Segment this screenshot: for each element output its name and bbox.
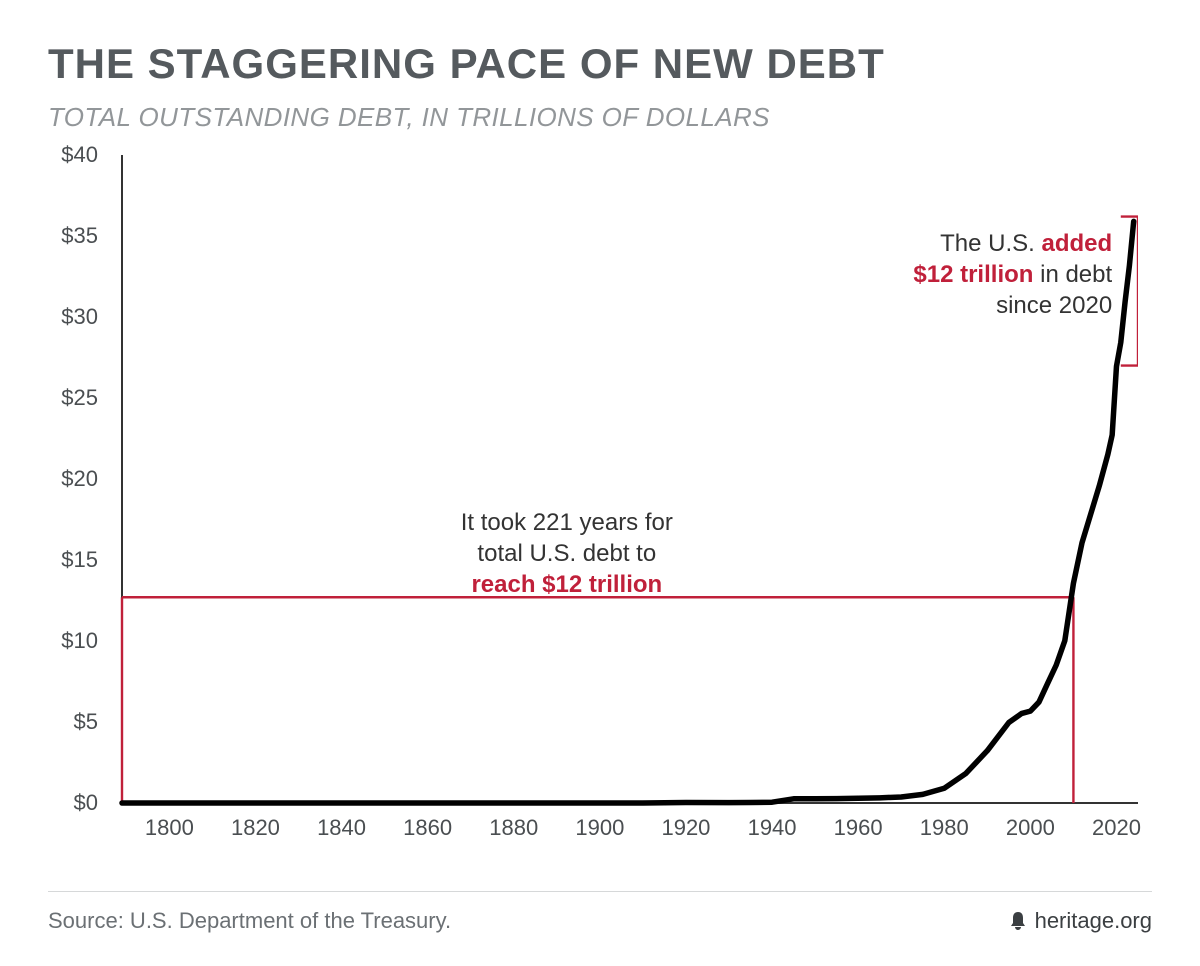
x-axis-tick-label: 1820 (231, 815, 280, 841)
annotation-text-highlight: added (1041, 230, 1112, 257)
x-axis-tick-label: 1920 (661, 815, 710, 841)
bell-icon (1009, 911, 1027, 931)
y-axis-tick-label: $20 (48, 466, 98, 492)
footer-rule (48, 891, 1152, 892)
y-axis-tick-label: $10 (48, 628, 98, 654)
annotation-text-highlight: $12 trillion (913, 261, 1033, 288)
chart-container: THE STAGGERING PACE OF NEW DEBT TOTAL OU… (0, 0, 1200, 966)
y-axis-tick-label: $40 (48, 142, 98, 168)
x-axis-tick-label: 1840 (317, 815, 366, 841)
x-axis-tick-label: 2000 (1006, 815, 1055, 841)
y-axis-tick-label: $30 (48, 304, 98, 330)
x-axis-tick-label: 1880 (489, 815, 538, 841)
brand: heritage.org (1009, 908, 1152, 934)
annotation-text: in debt (1033, 261, 1112, 288)
y-axis-tick-label: $35 (48, 223, 98, 249)
y-axis-tick-label: $0 (48, 790, 98, 816)
annotation-text: since 2020 (996, 292, 1112, 319)
annotation-text: The U.S. (940, 230, 1041, 257)
y-axis-tick-label: $15 (48, 547, 98, 573)
y-axis-tick-label: $25 (48, 385, 98, 411)
x-axis-tick-label: 1900 (575, 815, 624, 841)
x-axis-tick-label: 1860 (403, 815, 452, 841)
x-axis-tick-label: 1980 (920, 815, 969, 841)
annotation-since-2020: The U.S. added $12 trillion in debt sinc… (852, 228, 1112, 322)
x-axis-tick-label: 1960 (834, 815, 883, 841)
annotation-221-years: It took 221 years for total U.S. debt to… (417, 507, 717, 601)
annotation-text: It took 221 years for (461, 509, 673, 536)
chart-subtitle: TOTAL OUTSTANDING DEBT, IN TRILLIONS OF … (48, 102, 1152, 133)
annotation-text-highlight: reach $12 trillion (471, 571, 662, 598)
x-axis-tick-label: 1800 (145, 815, 194, 841)
annotation-text: total U.S. debt to (477, 540, 656, 567)
brand-label: heritage.org (1035, 908, 1152, 934)
chart-title: THE STAGGERING PACE OF NEW DEBT (48, 40, 1152, 88)
x-axis-tick-label: 2020 (1092, 815, 1141, 841)
x-axis-tick-label: 1940 (748, 815, 797, 841)
y-axis-tick-label: $5 (48, 709, 98, 735)
chart-plot-area: It took 221 years for total U.S. debt to… (48, 155, 1138, 875)
source-label: Source: U.S. Department of the Treasury. (48, 908, 451, 934)
chart-footer: Source: U.S. Department of the Treasury.… (48, 908, 1152, 934)
